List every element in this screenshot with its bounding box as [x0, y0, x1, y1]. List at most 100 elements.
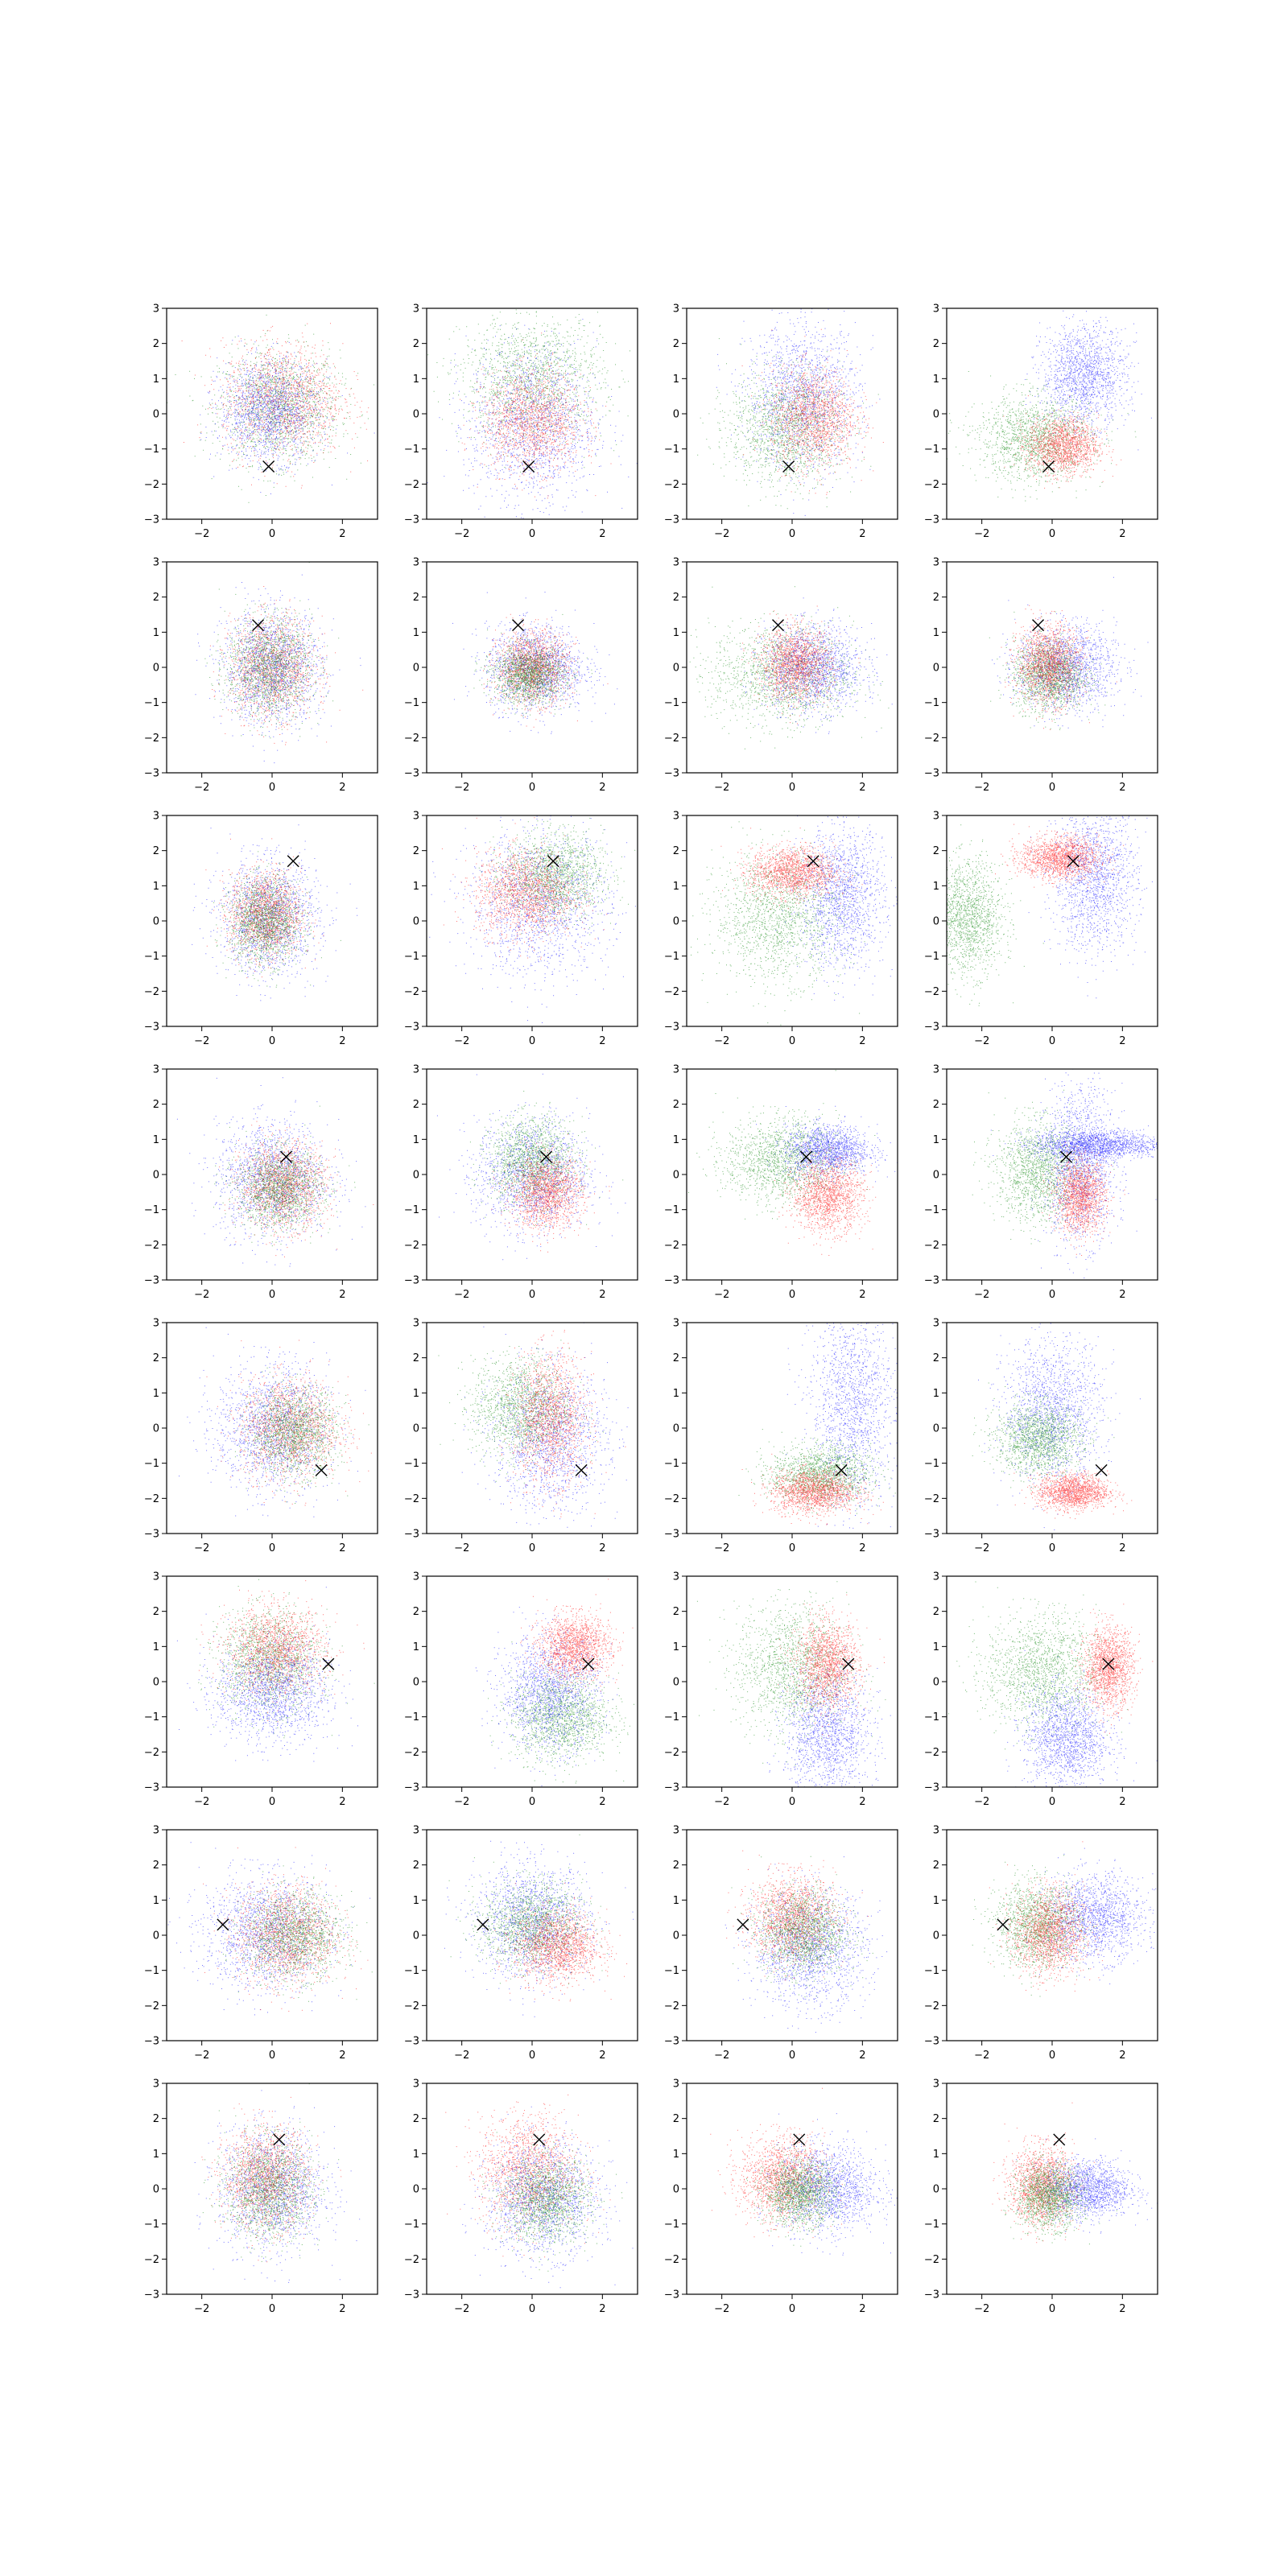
y-tick-label: 0: [933, 663, 939, 675]
points-blue-cluster-1: [177, 1077, 366, 1266]
y-tick-label: −1: [924, 1965, 939, 1977]
y-tick-label: 0: [413, 1677, 419, 1689]
x-tick-label: −2: [714, 1796, 729, 1808]
y-tick-label: 0: [933, 1170, 939, 1182]
x-tick-label: 2: [1119, 1796, 1125, 1808]
y-tick-label: −2: [144, 2000, 159, 2013]
x-marker: [534, 2134, 545, 2145]
x-tick-label: −2: [194, 782, 209, 794]
y-tick-label: 1: [673, 627, 679, 639]
x-tick-label: 0: [1049, 1796, 1055, 1808]
y-tick-label: 1: [933, 374, 939, 386]
x-tick-label: 2: [599, 1289, 605, 1301]
points-blue-cluster-2: [476, 1607, 638, 1788]
y-tick-label: 2: [933, 2113, 939, 2125]
x-tick-label: −2: [194, 1796, 209, 1808]
points-green-cluster-1: [196, 1579, 375, 1739]
y-tick-label: −3: [664, 1275, 679, 1287]
y-tick-label: 0: [413, 409, 419, 421]
y-tick-label: 1: [153, 1641, 159, 1653]
y-tick-label: 1: [673, 374, 679, 386]
y-tick-label: 1: [153, 1388, 159, 1400]
y-tick-label: −2: [924, 986, 939, 998]
axes-frame: [167, 562, 378, 773]
y-tick-label: 3: [933, 2079, 939, 2091]
x-tick-label: −2: [714, 1035, 729, 1047]
y-tick-label: 3: [673, 1064, 679, 1076]
x-tick-label: 0: [1049, 528, 1055, 540]
axes-frame: [167, 815, 378, 1026]
points-red-cluster-3: [774, 1142, 903, 1256]
y-tick-label: −3: [664, 1529, 679, 1541]
points-blue-cluster-1: [437, 1074, 626, 1260]
points-blue-cluster-1: [1025, 300, 1174, 459]
points-blue-cluster-2: [1004, 1649, 1157, 1815]
x-tick-label: 0: [529, 2303, 535, 2315]
y-tick-label: 1: [153, 627, 159, 639]
y-tick-label: 0: [673, 663, 679, 675]
y-tick-label: −3: [924, 2036, 939, 2048]
points-blue-cluster-1: [192, 797, 357, 1001]
y-tick-label: −3: [664, 2036, 679, 2048]
y-tick-label: −3: [144, 768, 159, 780]
y-tick-label: −3: [144, 2036, 159, 2048]
x-tick-label: 2: [339, 2303, 345, 2315]
y-tick-label: −2: [924, 1240, 939, 1252]
points-blue-cluster-1: [786, 1245, 928, 1575]
y-tick-label: −2: [144, 2254, 159, 2266]
x-tick-label: −2: [974, 1542, 989, 1554]
axes-frame: [167, 2083, 378, 2294]
x-tick-label: 2: [339, 528, 345, 540]
y-tick-label: −3: [404, 768, 419, 780]
y-tick-label: −2: [664, 2254, 679, 2266]
x-tick-label: −2: [454, 2050, 469, 2062]
y-tick-label: −3: [664, 1022, 679, 1034]
y-tick-label: 2: [933, 338, 939, 350]
y-tick-label: −1: [924, 1711, 939, 1724]
x-tick-label: 2: [339, 782, 345, 794]
x-tick-label: 2: [339, 1796, 345, 1808]
y-tick-label: 2: [673, 1606, 679, 1618]
y-tick-label: 0: [153, 409, 159, 421]
y-tick-label: 3: [673, 1318, 679, 1330]
x-tick-label: 2: [859, 1289, 865, 1301]
y-tick-label: 3: [933, 1571, 939, 1583]
y-tick-label: 1: [413, 881, 419, 893]
x-tick-label: −2: [974, 528, 989, 540]
y-tick-label: 2: [673, 1099, 679, 1111]
x-tick-label: 0: [789, 1796, 795, 1808]
x-tick-label: −2: [974, 2303, 989, 2315]
x-tick-label: −2: [714, 1289, 729, 1301]
x-tick-label: 0: [1049, 782, 1055, 794]
x-tick-label: 2: [1119, 1289, 1125, 1301]
y-tick-label: −1: [404, 444, 419, 456]
axes-frame: [687, 308, 898, 519]
y-tick-label: −1: [924, 2219, 939, 2231]
y-tick-label: −2: [144, 1747, 159, 1759]
y-tick-label: −3: [664, 1782, 679, 1794]
y-tick-label: 1: [413, 374, 419, 386]
y-tick-label: 1: [673, 1895, 679, 1907]
x-marker: [1043, 461, 1055, 473]
y-tick-label: −2: [404, 986, 419, 998]
y-tick-label: −3: [404, 1529, 419, 1541]
points-red-cluster-3: [742, 329, 884, 495]
x-tick-label: −2: [974, 782, 989, 794]
y-tick-label: 3: [673, 2079, 679, 2091]
points-red-cluster-1: [993, 2103, 1095, 2244]
points-green-cluster-2: [989, 612, 1108, 730]
x-tick-label: −2: [714, 782, 729, 794]
y-tick-label: 1: [673, 2149, 679, 2161]
x-tick-label: −2: [194, 2050, 209, 2062]
points-green-cluster-1: [972, 1066, 1115, 1245]
y-tick-label: −1: [404, 951, 419, 963]
